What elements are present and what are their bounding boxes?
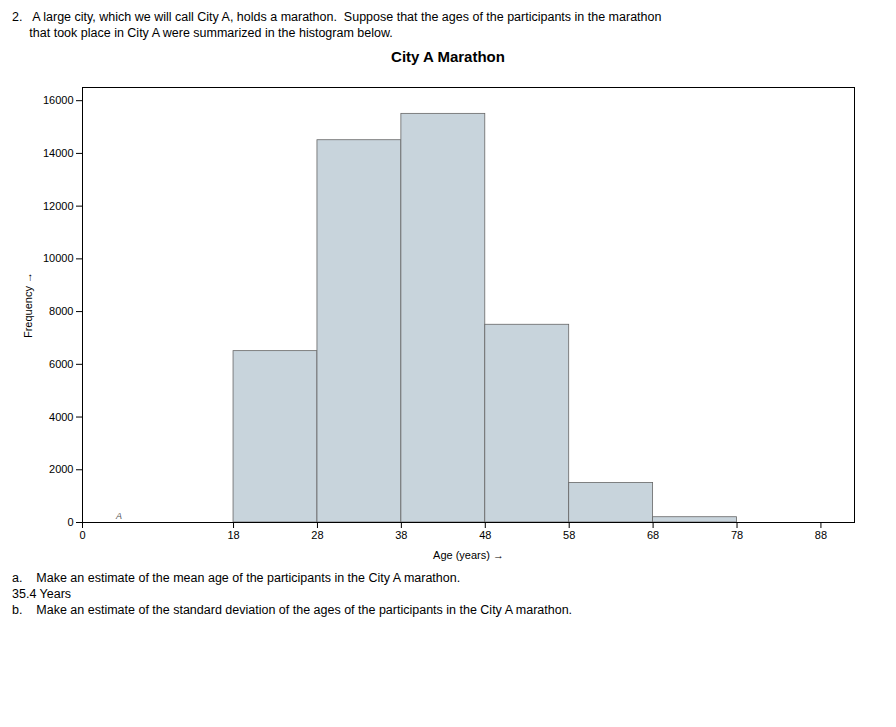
- svg-text:4000: 4000: [49, 411, 73, 423]
- svg-text:0: 0: [79, 529, 85, 541]
- svg-text:12000: 12000: [43, 200, 74, 212]
- svg-text:18: 18: [227, 529, 239, 541]
- svg-text:58: 58: [563, 529, 575, 541]
- svg-text:48: 48: [479, 529, 491, 541]
- html-text:2. A large city, which we will: 2. A large city, which we will call City…: [12, 10, 662, 24]
- svg-text:14000: 14000: [43, 147, 74, 159]
- svg-text:68: 68: [647, 529, 659, 541]
- svg-text:2000: 2000: [49, 463, 73, 475]
- svg-text:88: 88: [815, 529, 827, 541]
- svg-text:Age (years) →: Age (years) →: [433, 549, 504, 561]
- svg-text:38: 38: [395, 529, 407, 541]
- svg-text:28: 28: [311, 529, 323, 541]
- svg-text:Frequency →: Frequency →: [22, 272, 34, 338]
- html-text:a. Make an estimate of the mea: a. Make an estimate of the mean age of t…: [12, 571, 461, 585]
- html-text:City A Marathon: City A Marathon: [391, 48, 505, 65]
- html-text:35.4 Years: 35.4 Years: [12, 587, 72, 601]
- svg-text:A: A: [115, 511, 122, 521]
- svg-text:6000: 6000: [49, 358, 73, 370]
- svg-text:8000: 8000: [49, 305, 73, 317]
- html-text:that took place in City A were: that took place in City A were summarize…: [12, 26, 393, 40]
- svg-text:10000: 10000: [43, 252, 74, 264]
- svg-text:16000: 16000: [43, 94, 74, 106]
- svg-text:78: 78: [731, 529, 743, 541]
- html-text:b. Make an estimate of the sta: b. Make an estimate of the standard devi…: [12, 603, 573, 617]
- svg-text:0: 0: [67, 516, 73, 528]
